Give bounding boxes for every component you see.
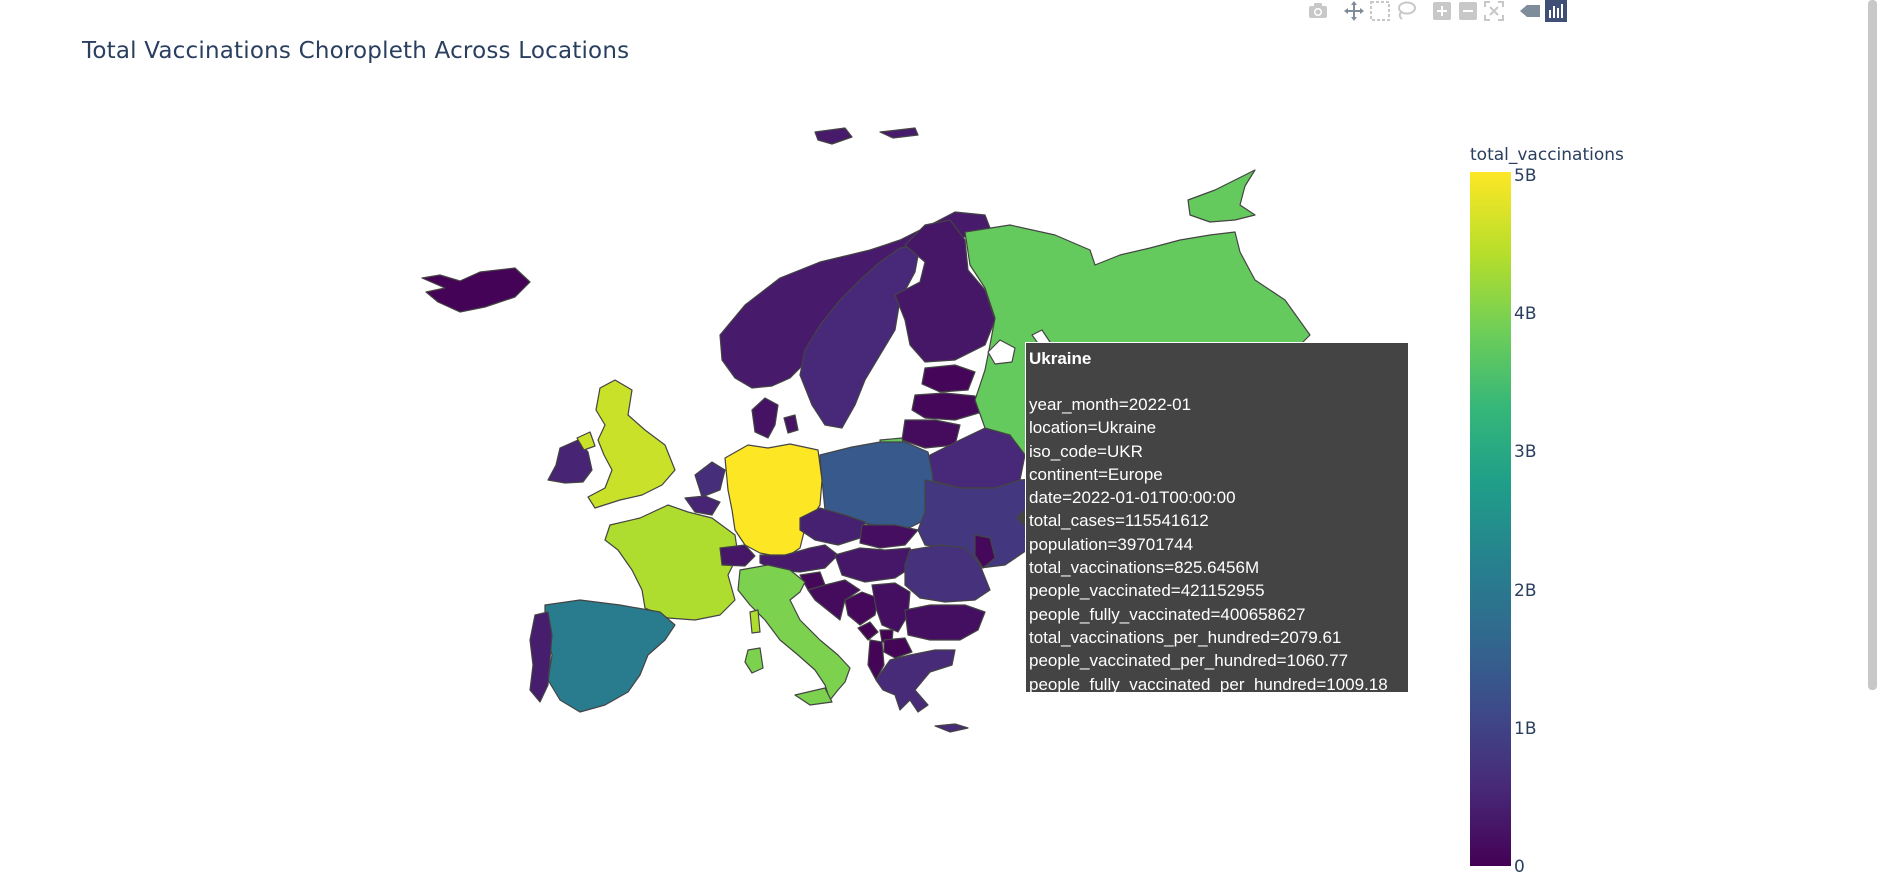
region-srb[interactable] <box>871 582 911 633</box>
region-fra[interactable] <box>604 504 739 621</box>
page-scrollbar[interactable] <box>1868 0 1877 690</box>
region-ita[interactable] <box>737 564 851 701</box>
region-che[interactable] <box>719 544 756 567</box>
tooltip-line: continent=Europe <box>1029 464 1163 484</box>
reset-view-icon[interactable] <box>1481 0 1507 22</box>
region-nld[interactable] <box>694 461 726 498</box>
tooltip-line: people_fully_vaccinated_per_hundred=1009… <box>1029 674 1388 694</box>
tooltip-line: location=Ukraine <box>1029 418 1157 438</box>
zoom-out-icon[interactable] <box>1455 0 1481 22</box>
camera-icon[interactable] <box>1305 0 1331 22</box>
tooltip-line: total_cases=115541612 <box>1029 511 1209 531</box>
plotly-logo-icon[interactable] <box>1543 0 1569 22</box>
region-dnk[interactable] <box>783 414 799 434</box>
region-ita[interactable] <box>794 687 833 706</box>
pan-icon[interactable] <box>1341 0 1367 22</box>
region-rou[interactable] <box>904 544 991 603</box>
region-gbr[interactable] <box>587 379 676 509</box>
region-est[interactable] <box>921 364 976 393</box>
colorbar-tick: 4B <box>1514 304 1537 324</box>
colorbar-tick: 0 <box>1514 857 1525 877</box>
region-mda[interactable] <box>974 534 996 569</box>
region-mkd[interactable] <box>883 637 913 659</box>
hover-tooltip: Ukraine year_month=2022-01 location=Ukra… <box>1025 342 1409 694</box>
colorbar <box>1470 172 1511 866</box>
region-mne[interactable] <box>857 621 879 641</box>
region-fra[interactable] <box>749 609 761 634</box>
region-grc[interactable] <box>934 723 969 733</box>
tooltip-line: people_vaccinated=421152955 <box>1029 581 1265 601</box>
region-bih[interactable] <box>844 591 879 626</box>
region-bel[interactable] <box>684 495 721 516</box>
tooltip-line: iso_code=UKR <box>1029 441 1143 461</box>
tooltip-line: year_month=2022-01 <box>1029 395 1192 414</box>
zoom-in-icon[interactable] <box>1429 0 1455 22</box>
region-nor[interactable] <box>879 127 919 139</box>
region-bgr[interactable] <box>904 604 986 641</box>
tooltip-line: total_vaccinations_per_hundred=2079.61 <box>1029 627 1342 647</box>
region-svk[interactable] <box>859 524 919 549</box>
box-select-icon[interactable] <box>1367 0 1393 22</box>
hover-label-icon[interactable] <box>1517 0 1543 22</box>
region-gbr[interactable] <box>576 431 596 451</box>
tooltip-line: date=2022-01-01T00:00:00 <box>1029 488 1236 508</box>
region-deu[interactable] <box>724 443 823 559</box>
region-swe[interactable] <box>799 244 921 429</box>
region-hun[interactable] <box>834 547 916 583</box>
colorbar-tick: 5B <box>1514 166 1537 186</box>
region-dnk[interactable] <box>751 397 779 439</box>
colorbar-tick: 2B <box>1514 581 1537 601</box>
lasso-icon[interactable] <box>1393 0 1419 22</box>
tooltip-title: Ukraine <box>1029 349 1092 368</box>
region-ukr[interactable] <box>917 477 1061 569</box>
tooltip-line: people_fully_vaccinated=400658627 <box>1029 604 1306 624</box>
region-lva[interactable] <box>911 392 983 421</box>
region-prt[interactable] <box>529 611 553 703</box>
tooltip-line: total_vaccinations=825.6456M <box>1029 558 1260 578</box>
region-grc[interactable] <box>875 649 956 713</box>
region-alb[interactable] <box>867 639 885 681</box>
region-nor[interactable] <box>814 127 853 145</box>
colorbar-tick: 1B <box>1514 719 1537 739</box>
region-rus[interactable] <box>1187 169 1256 223</box>
colorbar-title: total_vaccinations <box>1470 145 1624 165</box>
tooltip-line: population=39701744 <box>1029 534 1194 554</box>
chart-title: Total Vaccinations Choropleth Across Loc… <box>82 38 630 64</box>
region-no-data[interactable] <box>987 339 1016 365</box>
region-ita[interactable] <box>744 647 764 674</box>
modebar <box>1305 0 1569 22</box>
region-esp[interactable] <box>544 599 676 713</box>
region-isl[interactable] <box>421 267 531 313</box>
colorbar-tick: 3B <box>1514 442 1537 462</box>
tooltip-arrow <box>1016 509 1025 527</box>
tooltip-line: people_vaccinated_per_hundred=1060.77 <box>1029 651 1349 671</box>
region-fin[interactable] <box>894 219 996 363</box>
